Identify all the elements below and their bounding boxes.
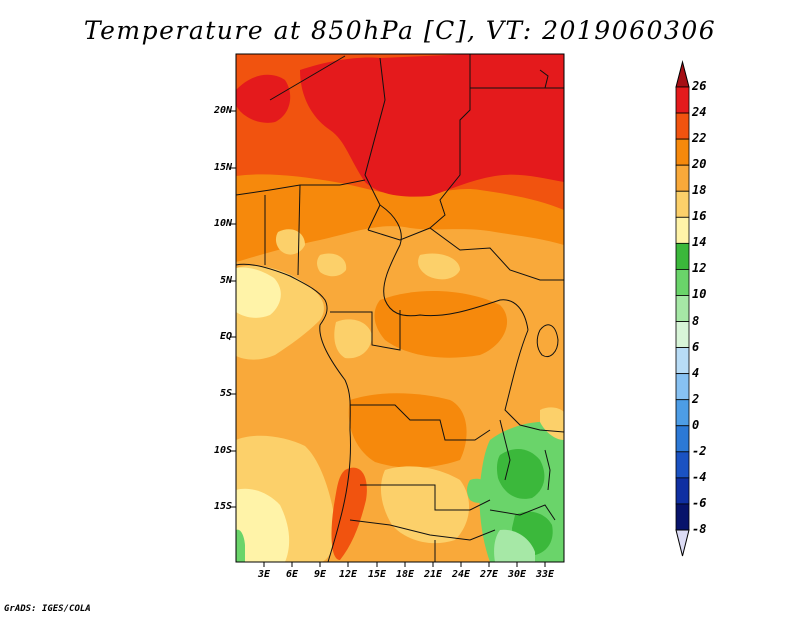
border-2 (364, 57, 386, 231)
colorbar-label: 18 (692, 183, 707, 198)
map-frame (235, 53, 565, 563)
colorbar-box (675, 373, 690, 401)
lon-label: 30E (507, 569, 527, 580)
region-green-sw-edge (236, 529, 245, 562)
border-13 (360, 484, 491, 511)
credit-text: GrADS: IGES/COLA (4, 604, 91, 614)
region-zambia-cool (380, 466, 470, 544)
colorbar-label: 14 (692, 235, 707, 250)
colorbar-box (675, 164, 690, 192)
border-11 (504, 329, 564, 433)
lon-label: 21E (423, 569, 443, 580)
lat-label: 15N (213, 162, 232, 173)
colorbar-label: 22 (692, 131, 707, 146)
colorbar-label: 8 (692, 313, 700, 328)
region-west-hot (236, 74, 291, 123)
lon-label: 15E (367, 569, 387, 580)
colorbar-label: 20 (692, 157, 707, 172)
lat-label: 20N (213, 105, 232, 116)
lon-label: 12E (338, 569, 358, 580)
colorbar-label: -8 (692, 522, 707, 536)
colorbar-label: 10 (692, 287, 707, 302)
colorbar-box (675, 216, 690, 244)
border-1 (269, 55, 346, 101)
temperature-field (236, 54, 564, 562)
colorbar-label: 26 (692, 79, 707, 93)
border-7 (379, 204, 529, 331)
colorbar-label: 2 (692, 391, 700, 406)
region-drc-south-warm (348, 393, 467, 468)
colorbar-box (675, 112, 690, 140)
border-14 (349, 519, 496, 541)
region-gabon-cool (334, 319, 372, 359)
map-title: Temperature at 850hPa [C], VT: 201906030… (83, 16, 717, 45)
lake-malawi (544, 449, 551, 491)
lon-label: 3E (257, 569, 271, 580)
colorbar-under-triangle (675, 529, 690, 557)
colorbar-box (675, 242, 690, 270)
lat-label: 15S (213, 501, 232, 512)
colorbar-label: 4 (692, 365, 700, 380)
region-gulf-pale (236, 267, 281, 318)
lon-label: 9E (313, 569, 327, 580)
colorbar-box (675, 347, 690, 375)
colorbar-box (675, 477, 690, 505)
colorbar-label: 0 (692, 417, 700, 432)
colorbar-label: -6 (692, 495, 707, 510)
lake-victoria (536, 324, 559, 357)
region-congo-warm (374, 290, 508, 358)
colorbar-label: 24 (692, 105, 707, 120)
colorbar-over-triangle (675, 60, 690, 88)
colorbar-label: 16 (692, 209, 707, 224)
lon-label: 24E (451, 569, 471, 580)
border-16 (489, 504, 556, 521)
colorbar-label: -4 (692, 469, 707, 484)
region-angola-coast-warm (331, 467, 367, 560)
region-green-patch-1 (467, 478, 490, 503)
colorbar-label: 6 (692, 339, 700, 354)
border-9 (297, 184, 301, 276)
border-12 (350, 404, 491, 441)
region-southwest-pale (236, 488, 290, 562)
colorbar-box (675, 425, 690, 453)
colorbar-label: -2 (692, 443, 707, 458)
colorbar-box (675, 451, 690, 479)
region-sahara-hot (300, 54, 564, 197)
region-green-light (494, 529, 535, 562)
lat-label: 10S (213, 445, 232, 456)
border-3 (429, 54, 471, 229)
lake-tanganyika (499, 419, 511, 481)
axis-ticks (231, 110, 546, 567)
colorbar-box (675, 138, 690, 166)
country-borders (236, 54, 564, 562)
west-coastline (236, 263, 351, 562)
colorbar-box (675, 86, 690, 114)
region-cool-patch-c (317, 253, 347, 277)
lon-label: 27E (479, 569, 499, 580)
region-green-dark-1 (496, 448, 545, 499)
lat-label: 5S (219, 388, 232, 399)
border-10 (330, 310, 401, 351)
colorbar (675, 60, 690, 557)
colorbar-box (675, 399, 690, 427)
red-sea-coast (539, 69, 549, 89)
colorbar-box (675, 321, 690, 348)
lon-label: 6E (285, 569, 299, 580)
lat-label: EQ (219, 331, 232, 342)
border-6 (367, 227, 564, 281)
region-cool-patch-w (275, 229, 305, 255)
colorbar-box (675, 503, 690, 531)
lat-label: 10N (213, 218, 232, 229)
region-cool-patch-e (418, 253, 460, 280)
colorbar-label: 12 (692, 261, 707, 276)
colorbar-box (675, 190, 690, 218)
lon-label: 33E (535, 569, 555, 580)
lon-label: 18E (395, 569, 415, 580)
lat-label: 5N (219, 275, 232, 286)
colorbar-box (675, 269, 690, 296)
colorbar-box (675, 295, 690, 322)
